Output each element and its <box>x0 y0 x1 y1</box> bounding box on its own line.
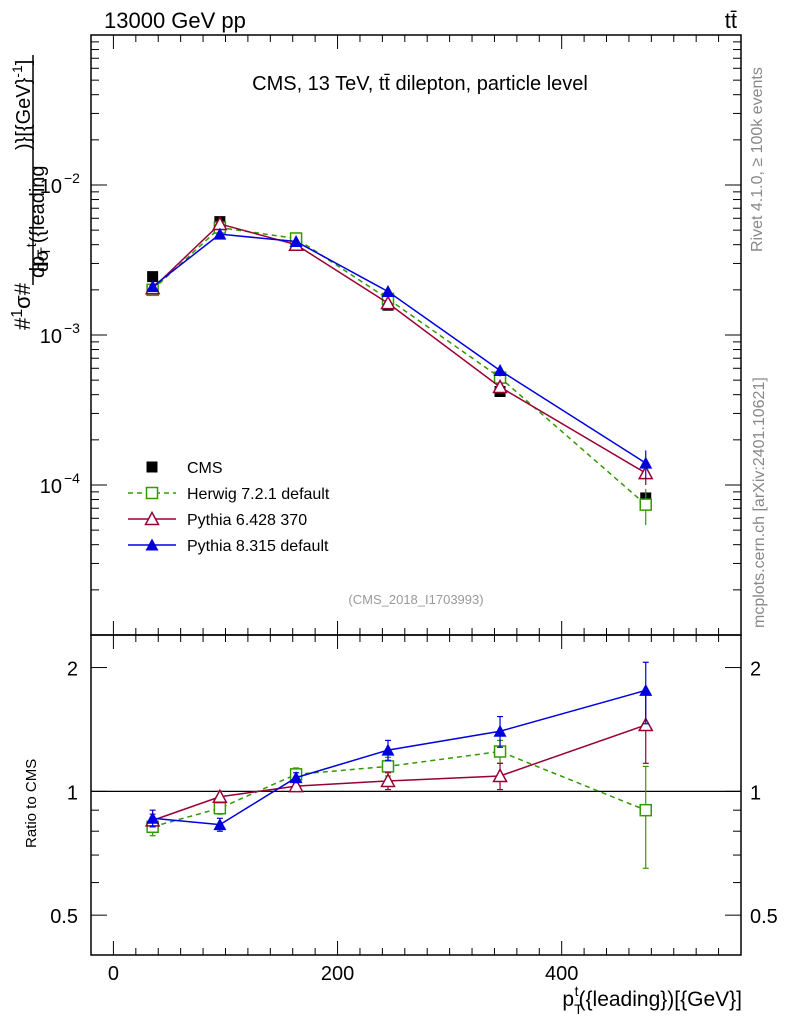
ratio-tick-label-right: 0.5 <box>750 906 778 928</box>
legend-marker <box>144 510 160 526</box>
legend-label: CMS <box>187 460 223 477</box>
series-layer <box>144 215 654 869</box>
series-line-main <box>152 223 647 474</box>
ratio-point <box>213 818 227 831</box>
series-line-ratio <box>152 750 647 828</box>
svg-text:dσ: dσ <box>32 249 53 272</box>
data-point <box>639 498 652 511</box>
ratio-tick-label: 2 <box>67 659 78 681</box>
series-line-main <box>152 233 647 464</box>
rivet-label: Rivet 4.1.0, ≥ 100k events <box>749 67 766 252</box>
legend: CMS Herwig 7.2.1 default Pythia 6.428 370 P… <box>128 460 330 555</box>
mcplots-label: mcplots.cern.ch [arXiv:2401.10621] <box>751 377 768 628</box>
legend-item-0: CMS <box>146 460 223 477</box>
ratio-tick-label-right: 2 <box>750 659 761 681</box>
y-tick-label: 10 <box>40 176 62 198</box>
ratio-point <box>289 771 303 784</box>
y-tick-label: 10 <box>40 476 62 498</box>
data-point <box>146 280 160 293</box>
x-tick-label: 200 <box>321 963 354 985</box>
chart-title: CMS, 13 TeV, tt̄ dilepton, particle leve… <box>252 73 588 95</box>
ratio-point <box>637 716 654 732</box>
series-0 <box>147 216 652 504</box>
data-point <box>639 456 653 469</box>
ratio-point <box>146 811 160 824</box>
svg-text:)}[{GeV}-1]: )}[{GeV}-1] <box>9 60 35 150</box>
ratio-point <box>493 724 507 737</box>
x-axis-label: pTt({leading})[{GeV}] <box>562 983 742 1017</box>
ratio-point <box>381 743 395 756</box>
series-line-ratio <box>152 724 646 822</box>
legend-label: Pythia 8.315 default <box>187 538 329 555</box>
y-tick-exponent: −3 <box>64 320 80 336</box>
ratio-point <box>492 767 508 783</box>
ratio-point <box>213 801 227 815</box>
legend-label: Pythia 6.428 370 <box>187 512 307 529</box>
series-line-main <box>152 226 647 506</box>
ratio-point <box>639 683 653 696</box>
data-point <box>213 227 227 240</box>
data-point <box>492 378 508 394</box>
legend-label: Herwig 7.2.1 default <box>187 486 330 503</box>
ratio-tick-label: 0.5 <box>50 906 78 928</box>
ratio-tick-label: 1 <box>67 782 78 804</box>
legend-item-2: Pythia 6.428 370 <box>128 510 307 529</box>
data-point <box>493 363 507 376</box>
legend-marker <box>145 486 159 500</box>
svg-text:#1σ#: #1σ# <box>9 282 35 330</box>
data-point <box>289 235 303 248</box>
y-tick-exponent: −4 <box>64 470 80 486</box>
series-line-ratio <box>152 689 646 826</box>
y-axis-label: #1σ# dσ dpTt({leading )}[{GeV}-1] <box>9 55 53 330</box>
axis-ticks <box>91 35 741 955</box>
data-point <box>147 271 159 283</box>
header-left: 13000 GeV pp <box>104 8 246 33</box>
ratio-point <box>381 760 395 773</box>
svg-text:dpTt({leading: dpTt({leading <box>23 165 53 278</box>
series-3 <box>146 227 653 832</box>
ratio-point <box>639 803 652 817</box>
data-point <box>380 295 396 310</box>
legend-item-3: Pythia 8.315 default <box>128 538 329 555</box>
ratio-point <box>380 772 396 788</box>
ratio-y-axis-label: Ratio to CMS <box>23 759 40 848</box>
analysis-tag: (CMS_2018_I1703993) <box>348 592 483 607</box>
header-right: tt̄ <box>725 8 737 33</box>
legend-marker <box>145 538 159 551</box>
y-tick-label: 10 <box>40 326 62 348</box>
legend-item-1: Herwig 7.2.1 default <box>128 486 330 503</box>
x-tick-label: 0 <box>108 963 119 985</box>
data-point <box>381 284 395 297</box>
ratio-point <box>288 778 304 793</box>
ratio-point <box>212 788 228 804</box>
ratio-tick-label-right: 1 <box>750 782 761 804</box>
ratio-plot-frame <box>90 634 742 956</box>
y-tick-exponent: −2 <box>64 170 80 186</box>
x-tick-label: 400 <box>545 963 578 985</box>
legend-marker <box>146 461 158 473</box>
